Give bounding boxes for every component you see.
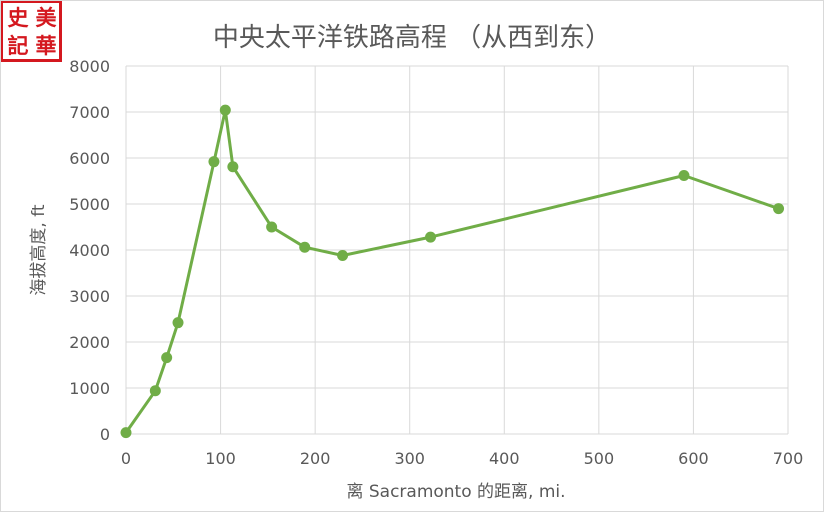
data-point xyxy=(773,203,785,215)
y-tick-label: 1000 xyxy=(69,379,110,398)
data-point xyxy=(337,250,349,262)
y-tick-labels: 0 1000 2000 3000 4000 5000 6000 7000 8000 xyxy=(69,57,110,444)
data-point xyxy=(172,317,184,329)
x-tick-label: 300 xyxy=(394,449,425,468)
y-tick-label: 3000 xyxy=(69,287,110,306)
x-tick-labels: 0 100 200 300 400 500 600 700 xyxy=(121,449,803,468)
data-points xyxy=(120,104,785,439)
data-point xyxy=(299,241,311,253)
data-point xyxy=(161,352,173,364)
x-tick-label: 600 xyxy=(678,449,709,468)
x-tick-label: 500 xyxy=(584,449,615,468)
data-point xyxy=(266,221,278,233)
data-point xyxy=(425,231,437,243)
seal-char-3: 美 xyxy=(35,5,57,30)
gridlines xyxy=(125,65,789,435)
y-tick-label: 5000 xyxy=(69,195,110,214)
data-point xyxy=(120,427,132,439)
x-tick-label: 0 xyxy=(121,449,131,468)
y-tick-label: 7000 xyxy=(69,103,110,122)
x-axis-label: 离 Sacramonto 的距离, mi. xyxy=(346,482,565,502)
y-tick-label: 0 xyxy=(100,425,110,444)
y-tick-label: 4000 xyxy=(69,241,110,260)
y-tick-label: 6000 xyxy=(69,149,110,168)
seal-char-4: 華 xyxy=(35,33,57,58)
x-tick-label: 700 xyxy=(773,449,804,468)
x-tick-label: 400 xyxy=(489,449,520,468)
data-point xyxy=(149,385,161,397)
x-tick-label: 200 xyxy=(300,449,331,468)
y-axis-label: 海拔高度, ft xyxy=(29,204,49,295)
data-point xyxy=(227,161,239,173)
seal-char-2: 記 xyxy=(7,33,29,58)
series-line xyxy=(124,108,780,435)
data-point xyxy=(208,156,220,168)
seal-char-1: 史 xyxy=(7,5,29,30)
y-tick-label: 8000 xyxy=(69,57,110,76)
data-point xyxy=(219,104,231,116)
seal-stamp: 史 記 美 華 xyxy=(0,0,62,62)
chart-title: 中央太平洋铁路高程 （从西到东） xyxy=(213,23,611,53)
y-tick-label: 2000 xyxy=(69,333,110,352)
data-point xyxy=(678,169,690,181)
x-tick-label: 100 xyxy=(205,449,236,468)
